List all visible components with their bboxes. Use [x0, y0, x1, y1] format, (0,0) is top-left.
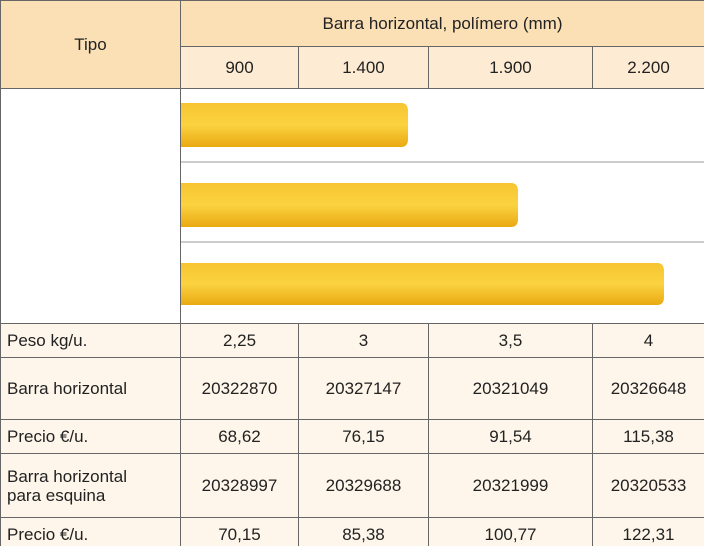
value-cell: 2,25: [181, 324, 299, 358]
value-cell: 122,31: [593, 518, 704, 546]
length-header: 1.400: [299, 47, 429, 89]
value-cell: 4: [593, 324, 704, 358]
row-label: Precio €/u.: [1, 420, 181, 454]
bar-illustration: [181, 89, 704, 318]
row-label-line: Precio €/u.: [7, 427, 180, 446]
value-cell: 3: [299, 324, 429, 358]
group-header: Barra horizontal, polímero (mm): [181, 1, 704, 47]
row-label-line: Barra horizontal: [7, 467, 180, 486]
row-label-line: para esquina: [7, 486, 180, 505]
row-label-line: Barra horizontal: [7, 379, 180, 398]
rod-image: [181, 103, 408, 147]
image-cell: [181, 89, 704, 324]
length-header: 1.900: [429, 47, 593, 89]
value-cell: 115,38: [593, 420, 704, 454]
length-header: 2.200: [593, 47, 704, 89]
image-row: [1, 89, 704, 324]
value-cell: 3,5: [429, 324, 593, 358]
product-table: Tipo Barra horizontal, polímero (mm) 900…: [0, 0, 704, 546]
rod-image: [181, 183, 518, 227]
row-label-line: Peso kg/u.: [7, 331, 180, 350]
row-label: Peso kg/u.: [1, 324, 181, 358]
value-cell: 20327147: [299, 358, 429, 420]
value-cell: 20326648: [593, 358, 704, 420]
blank-cell: [1, 89, 181, 324]
page: Tipo Barra horizontal, polímero (mm) 900…: [0, 0, 704, 546]
header-row: Tipo Barra horizontal, polímero (mm): [1, 1, 704, 47]
row-label: Precio €/u.: [1, 518, 181, 546]
value-cell: 20320533: [593, 454, 704, 518]
rod-image: [181, 263, 664, 305]
row-label: Barra horizontal: [1, 358, 181, 420]
value-cell: 20328997: [181, 454, 299, 518]
length-header: 900: [181, 47, 299, 89]
value-cell: 68,62: [181, 420, 299, 454]
type-header: Tipo: [1, 1, 181, 89]
value-cell: 20321999: [429, 454, 593, 518]
value-cell: 20329688: [299, 454, 429, 518]
row-label-line: Precio €/u.: [7, 525, 180, 544]
value-cell: 70,15: [181, 518, 299, 546]
value-cell: 100,77: [429, 518, 593, 546]
value-cell: 20322870: [181, 358, 299, 420]
value-cell: 20321049: [429, 358, 593, 420]
value-cell: 91,54: [429, 420, 593, 454]
value-cell: 85,38: [299, 518, 429, 546]
value-cell: 76,15: [299, 420, 429, 454]
